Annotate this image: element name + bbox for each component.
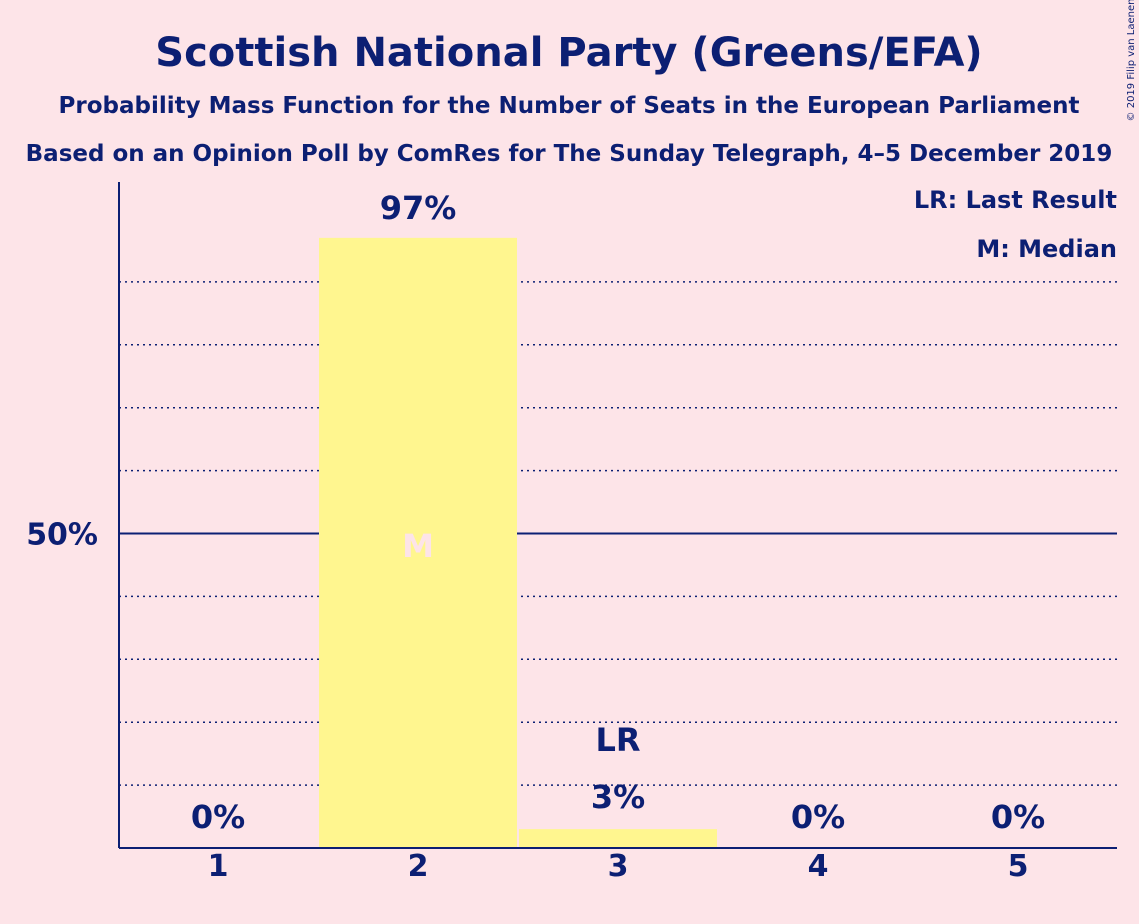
chart-title: Scottish National Party (Greens/EFA) (155, 30, 982, 76)
y-tick-label-50: 50% (26, 518, 98, 553)
value-label-2: 97% (380, 189, 457, 227)
value-label-1: 0% (191, 798, 245, 836)
bar-3 (519, 829, 717, 848)
gridlines (119, 281, 1117, 786)
chart-subtitle-1: Probability Mass Function for the Number… (59, 93, 1080, 119)
legend-last-result: LR: Last Result (914, 186, 1117, 214)
x-tick-label-1: 1 (208, 849, 229, 884)
copyright-notice: © 2019 Filip van Laenen (1126, 0, 1137, 121)
value-label-4: 0% (791, 798, 845, 836)
labels: 50%1 2 3 4 50%97%3%0% 0%MLR (26, 189, 1045, 884)
x-tick-label-5: 5 (1008, 849, 1029, 884)
x-tick-label-3: 3 (608, 849, 629, 884)
bar-2 (319, 237, 517, 848)
x-tick-label-2: 2 (408, 849, 429, 884)
legend-median: M: Median (976, 235, 1117, 263)
x-tick-label-4: 4 (808, 849, 829, 884)
median-marker: M (402, 527, 434, 565)
bars (319, 237, 717, 848)
value-label-5: 0% (991, 798, 1045, 836)
last-result-marker: LR (595, 721, 640, 759)
value-label-3: 3% (591, 778, 645, 816)
axes (118, 182, 1117, 849)
chart-subtitle-2: Based on an Opinion Poll by ComRes for T… (26, 141, 1113, 167)
